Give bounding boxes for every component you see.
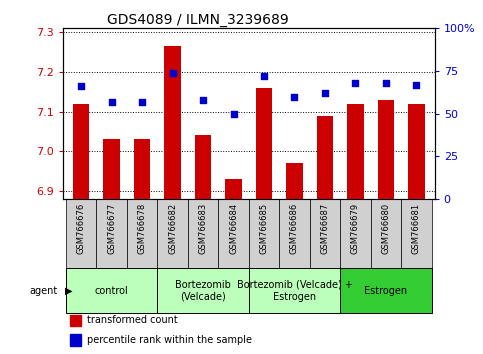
Bar (66, 268, 157, 313)
Point (138, 99, 146, 104)
Text: GSM766678: GSM766678 (138, 202, 146, 254)
Bar (310, 199, 340, 268)
Bar (127, 199, 157, 268)
Text: control: control (95, 286, 128, 296)
Bar (370, 199, 401, 268)
Point (412, 82, 420, 87)
Text: GDS4089 / ILMN_3239689: GDS4089 / ILMN_3239689 (107, 13, 289, 27)
Text: GSM766680: GSM766680 (382, 202, 390, 253)
Text: GSM766681: GSM766681 (412, 202, 421, 253)
Text: GSM766686: GSM766686 (290, 202, 299, 254)
Text: Bortezomib (Velcade) +
Estrogen: Bortezomib (Velcade) + Estrogen (237, 280, 353, 302)
Bar (378, 100, 394, 354)
Bar (249, 199, 279, 268)
Point (229, 111, 237, 116)
Bar (401, 199, 432, 268)
Bar (164, 46, 181, 354)
Point (108, 99, 115, 104)
Text: ▶: ▶ (65, 286, 73, 296)
Bar (73, 104, 89, 354)
Bar (103, 139, 120, 354)
Bar (157, 199, 188, 268)
Bar (66, 199, 96, 268)
Bar (96, 199, 127, 268)
Text: GSM766687: GSM766687 (320, 202, 329, 254)
Text: GSM766676: GSM766676 (77, 202, 85, 254)
Point (382, 80, 390, 86)
Bar (249, 268, 340, 313)
Bar (408, 104, 425, 354)
Bar (188, 199, 218, 268)
Text: GSM766684: GSM766684 (229, 202, 238, 253)
Bar (340, 199, 370, 268)
Point (169, 70, 176, 75)
Point (352, 80, 359, 86)
Point (260, 73, 268, 79)
Text: GSM766677: GSM766677 (107, 202, 116, 254)
Bar (279, 199, 310, 268)
Text: agent: agent (30, 286, 58, 296)
Point (321, 90, 329, 96)
Text: Bortezomib
(Velcade): Bortezomib (Velcade) (175, 280, 231, 302)
Text: GSM766679: GSM766679 (351, 202, 360, 253)
Text: percentile rank within the sample: percentile rank within the sample (87, 335, 252, 345)
Point (291, 94, 298, 99)
Point (77, 84, 85, 89)
Text: GSM766685: GSM766685 (259, 202, 269, 253)
Point (199, 97, 207, 103)
Bar (225, 179, 242, 354)
Bar (134, 139, 150, 354)
Bar (70, 315, 82, 326)
Bar (256, 88, 272, 354)
Text: GSM766683: GSM766683 (199, 202, 208, 254)
Bar (347, 104, 364, 354)
Bar (157, 268, 249, 313)
Bar (286, 163, 303, 354)
Bar (316, 116, 333, 354)
Text: GSM766682: GSM766682 (168, 202, 177, 253)
Bar (70, 335, 82, 346)
Bar (218, 199, 249, 268)
Bar (340, 268, 432, 313)
Text: transformed count: transformed count (87, 315, 178, 325)
Text: Estrogen: Estrogen (364, 286, 408, 296)
Bar (195, 136, 212, 354)
